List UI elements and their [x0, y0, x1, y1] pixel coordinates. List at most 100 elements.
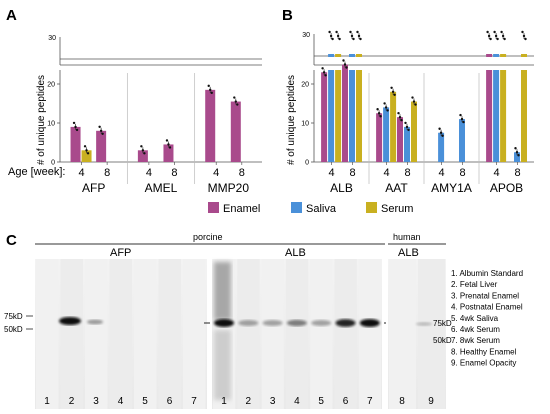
group-label: ALB — [330, 181, 353, 195]
replicate-dot — [140, 145, 143, 148]
blot-lane — [310, 259, 333, 414]
blot-lane — [36, 259, 59, 414]
bar-serum — [411, 101, 417, 162]
bar-enamel — [486, 70, 493, 162]
replicate-dot — [328, 30, 331, 34]
bar-serum — [81, 150, 92, 162]
lane-number: 4 — [118, 396, 124, 407]
panel-b-letter: B — [282, 7, 293, 24]
replicate-dot — [383, 102, 386, 105]
lane-number: 2 — [246, 396, 252, 407]
blot-alb-title: ALB — [285, 247, 306, 259]
y-tick-label: 0 — [51, 160, 55, 167]
replicate-dot — [393, 93, 396, 97]
replicate-dot — [352, 37, 355, 41]
human-band-lane-9 — [416, 322, 432, 326]
porcine-label: porcine — [193, 232, 223, 242]
blot-lane — [261, 259, 284, 414]
replicate-dot — [322, 71, 326, 74]
replicate-dot — [349, 30, 352, 34]
blot-lane — [358, 259, 382, 414]
lane-number: 1 — [221, 396, 227, 407]
panel-a-ylabel: # of unique peptides — [36, 75, 47, 165]
blot-lane — [134, 259, 157, 414]
replicate-dot — [441, 134, 444, 137]
y-tick-label: 30 — [302, 32, 310, 39]
panel-a-chart: # of unique peptides 30 0 10 20 AFP 4 8 AMEL 4 8 M… — [8, 35, 262, 195]
y-tick-label: 30 — [48, 35, 56, 42]
replicate-dot — [357, 34, 361, 38]
key-entry: 5. 4wk Saliva — [451, 314, 499, 323]
blot-lane — [85, 259, 108, 414]
replicate-dot — [400, 118, 403, 122]
replicate-dot — [515, 151, 519, 154]
replicate-dot — [405, 125, 409, 129]
afp-band-lane-3 — [87, 319, 103, 325]
age-tick-label: 4 — [384, 167, 390, 179]
replicate-dot — [209, 88, 212, 92]
replicate-dot — [438, 127, 441, 130]
key-entry: 8. Healthy Enamel — [451, 347, 517, 356]
blot-lane — [237, 259, 260, 414]
replicate-dot — [391, 90, 395, 94]
bar-cap-saliva — [328, 54, 335, 57]
bar-saliva — [383, 107, 390, 162]
replicate-dot — [521, 30, 524, 34]
legend-swatch-serum — [366, 202, 377, 213]
bar-serum — [500, 70, 507, 162]
replicate-dot — [522, 34, 526, 38]
panel-b-chart: # of unique peptides 30 0 10 20 ALB 4 8 AAT 4 8 AM… — [286, 30, 534, 195]
age-tick-label: 4 — [213, 167, 219, 179]
replicate-dot — [462, 120, 465, 124]
y-tick-label: 20 — [47, 82, 55, 89]
alb-marker-75: 75kD — [433, 319, 452, 328]
replicate-dot — [524, 37, 527, 41]
bar-serum — [390, 91, 397, 162]
bar-enamel — [70, 126, 81, 162]
lane-number: 5 — [142, 396, 148, 407]
bar-enamel — [137, 150, 148, 162]
replicate-dot — [338, 37, 341, 41]
bar-saliva — [459, 119, 465, 162]
age-tick-label: 8 — [171, 167, 177, 179]
replicate-dot — [414, 103, 417, 106]
y-tick-label: 10 — [301, 121, 309, 128]
panel-b-ylabel: # of unique peptides — [286, 75, 297, 165]
replicate-dot — [329, 34, 333, 38]
age-tick-label: 4 — [78, 167, 84, 179]
replicate-dot — [384, 106, 388, 109]
replicate-dot — [336, 34, 340, 38]
human-label: human — [393, 232, 421, 242]
afp-marker-50: 50kD — [4, 325, 23, 334]
replicate-dot — [233, 96, 236, 99]
replicate-dot — [496, 37, 499, 41]
bar-serum — [521, 70, 527, 162]
bar-cap-serum — [335, 54, 342, 57]
alb-smear-lane-1 — [214, 262, 231, 320]
replicate-dot — [165, 139, 169, 142]
replicate-dot — [404, 121, 407, 125]
legend-swatch-saliva — [291, 202, 302, 213]
replicate-dot — [500, 30, 503, 34]
bar-cap-serum — [500, 54, 507, 57]
replicate-dot — [234, 100, 237, 103]
key-entry: 7. 8wk Serum — [451, 336, 500, 345]
replicate-dot — [486, 30, 489, 34]
replicate-dot — [494, 34, 498, 38]
replicate-dot — [390, 86, 393, 90]
group-label: AFP — [82, 181, 105, 195]
alb-band-lane-2 — [238, 319, 259, 327]
age-tick-label: 8 — [459, 167, 465, 179]
lane-number: 2 — [69, 396, 75, 407]
lane-number: 3 — [270, 396, 276, 407]
replicate-dot — [397, 111, 400, 115]
alb-band-lane-3 — [262, 319, 283, 327]
age-tick-label: 8 — [404, 167, 410, 179]
replicate-dot — [350, 34, 354, 38]
key-entry: 6. 4wk Serum — [451, 325, 500, 334]
blot-lane — [183, 259, 206, 414]
replicate-dot — [75, 128, 79, 132]
replicate-dot — [376, 108, 379, 111]
blot-lane — [389, 259, 416, 414]
